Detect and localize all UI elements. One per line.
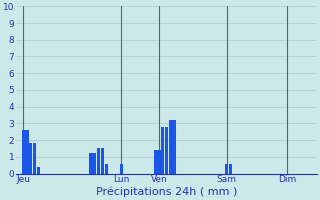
Bar (165, 127, 168, 174)
Bar (157, 150, 161, 174)
X-axis label: Précipitations 24h ( mm ): Précipitations 24h ( mm ) (96, 187, 237, 197)
Bar (101, 148, 104, 174)
Bar (37, 167, 40, 174)
Bar (29, 143, 32, 174)
Bar (154, 150, 157, 174)
Bar (97, 148, 100, 174)
Bar (120, 164, 123, 174)
Bar (225, 164, 228, 174)
Bar (161, 127, 164, 174)
Bar (105, 164, 108, 174)
Bar (22, 130, 25, 174)
Bar (169, 120, 172, 174)
Bar (33, 143, 36, 174)
Bar (172, 120, 176, 174)
Bar (90, 153, 93, 174)
Bar (93, 153, 96, 174)
Bar (25, 130, 28, 174)
Bar (229, 164, 232, 174)
